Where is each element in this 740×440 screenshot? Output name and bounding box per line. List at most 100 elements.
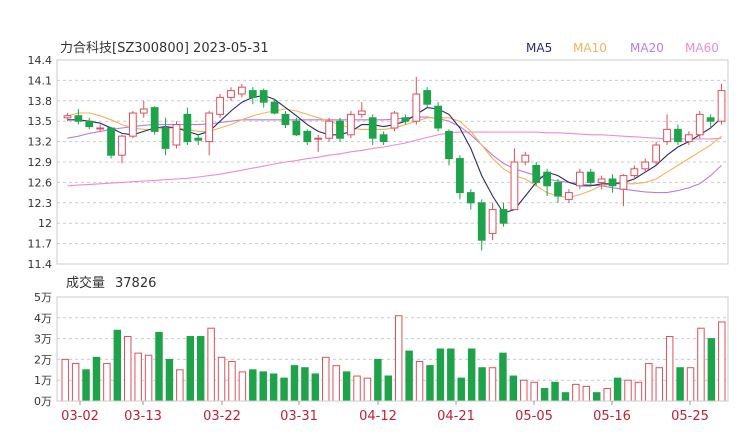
volume-bar (322, 356, 330, 402)
volume-bar (676, 367, 684, 402)
candle (128, 111, 137, 139)
candle (161, 117, 170, 156)
candle (674, 124, 682, 145)
candle (521, 151, 530, 166)
candle (575, 168, 584, 190)
price-y-tick: 13.8 (28, 95, 53, 108)
candle (401, 114, 410, 125)
volume-bar (394, 315, 403, 402)
price-y-tick: 12.3 (28, 197, 53, 210)
candle (456, 155, 464, 200)
candle (139, 100, 148, 118)
volume-y-ticks: 5万 4万 3万 2万 1万 0万 (34, 291, 52, 408)
candle (663, 114, 671, 145)
candle (216, 94, 224, 118)
volume-bar (624, 379, 632, 402)
volume-bar (290, 365, 299, 402)
volume-bar (155, 331, 163, 402)
volume-bar (415, 360, 424, 402)
candle (466, 189, 475, 210)
candle (292, 117, 301, 137)
volume-bar (572, 383, 580, 402)
volume-bar (384, 375, 393, 402)
candle (706, 114, 715, 128)
volume-bar (165, 358, 174, 402)
volume-label: 成交量 (66, 275, 105, 291)
volume-bar (82, 369, 90, 402)
volume-y-tick: 4万 (34, 312, 52, 325)
price-y-tick: 12.9 (28, 156, 53, 169)
candle (565, 189, 573, 203)
candle (717, 83, 726, 125)
volume-bar (259, 371, 267, 402)
x-tick-label: 05-05 (515, 409, 553, 424)
volume-bar (71, 363, 80, 402)
volume-bar (238, 371, 247, 402)
candle (194, 134, 203, 145)
legend-ma5: MA5 (526, 41, 552, 55)
volume-bar (134, 352, 142, 402)
volume-panel-border (56, 296, 729, 402)
candle (85, 117, 94, 130)
candle (259, 88, 268, 108)
volume-bar (561, 392, 570, 402)
candle (477, 199, 486, 251)
volume-bar (405, 350, 413, 402)
candle (205, 111, 214, 156)
x-tick-label: 05-25 (671, 409, 709, 424)
volume-bar (447, 348, 455, 402)
x-tick-label: 03-22 (203, 409, 241, 424)
price-y-tick: 13.5 (28, 115, 53, 128)
volume-bar (457, 377, 465, 402)
candle (390, 111, 399, 132)
candle (695, 111, 704, 139)
candle (586, 168, 595, 186)
x-tick-label: 05-16 (593, 409, 631, 424)
x-axis-ticks: 03-02 03-13 03-22 03-31 04-12 04-21 05-05 05-16… (61, 401, 709, 424)
volume-bar (592, 392, 601, 402)
volume-bar (697, 327, 705, 402)
candle (423, 87, 432, 108)
price-y-tick: 14.4 (28, 54, 53, 67)
candle (336, 117, 344, 142)
volume-bar (332, 365, 340, 402)
candle (445, 129, 453, 166)
candle (499, 202, 508, 227)
volume-bar (228, 360, 236, 402)
candle (630, 165, 639, 179)
volume-bar (249, 369, 257, 402)
candle (619, 174, 628, 207)
candle (347, 111, 355, 139)
volume-bar (363, 377, 372, 402)
volume-y-tick: 1万 (34, 374, 52, 387)
candle (510, 148, 519, 211)
volume-bar (124, 336, 132, 402)
volume-bar (634, 381, 643, 402)
candle (74, 108, 83, 125)
candle (150, 106, 159, 135)
volume-bar (92, 356, 101, 402)
volume-bar (582, 385, 591, 402)
volume-bar (301, 367, 309, 402)
candle (325, 117, 333, 142)
volume-bar (113, 329, 122, 402)
volume-bar (280, 377, 288, 402)
x-tick-label: 03-13 (124, 409, 162, 424)
volume-bar (176, 369, 184, 402)
price-y-tick: 11.4 (28, 258, 53, 271)
candle (597, 175, 606, 190)
candle (248, 87, 257, 105)
x-tick-label: 04-12 (359, 409, 397, 424)
price-panel-border (56, 59, 729, 265)
candle (532, 162, 541, 186)
volume-y-tick: 3万 (34, 333, 52, 346)
volume-bar (353, 375, 361, 402)
candle (183, 107, 192, 145)
volume-bar (342, 371, 351, 402)
volume-bar (520, 379, 528, 402)
volume-bar (718, 321, 726, 402)
candle (357, 102, 366, 118)
price-y-tick: 12 (38, 217, 52, 230)
candle (237, 83, 246, 98)
volume-bar (196, 336, 205, 402)
